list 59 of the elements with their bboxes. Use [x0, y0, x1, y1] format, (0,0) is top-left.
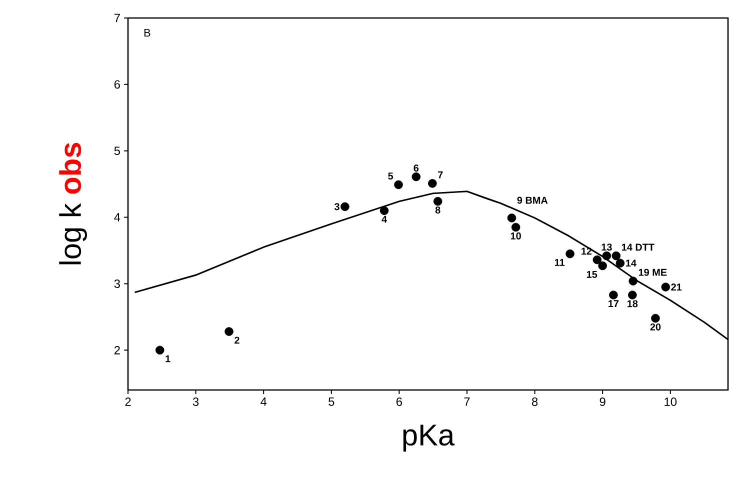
x-tick-label: 4 [260, 398, 267, 406]
annotation: 17 [608, 300, 619, 308]
point [155, 346, 164, 355]
point [380, 206, 389, 216]
annotation: 14 [626, 260, 636, 267]
point [612, 251, 621, 260]
annotation: 1 [166, 355, 170, 362]
point [592, 255, 602, 264]
x-tick-label: 6 [396, 398, 402, 406]
x-tick-label: 10 [664, 398, 677, 406]
annotation: B [144, 28, 150, 37]
annotation: 9 BMA [517, 196, 548, 204]
point [433, 196, 442, 206]
annotation: 7 [438, 171, 443, 178]
x-tick-label: 3 [192, 398, 199, 406]
y-tick-label: 3 [114, 279, 120, 288]
annotation: 5 [388, 172, 394, 180]
annotation: 4 [382, 216, 387, 223]
annotation: 15 [586, 270, 598, 278]
annotation: 8 [435, 206, 440, 214]
point [412, 172, 421, 182]
point [628, 290, 637, 300]
annotation: 14 DTT [622, 244, 654, 251]
x-tick-label: 2 [125, 398, 131, 406]
point [609, 290, 618, 300]
y-axis-title: log k obs [59, 142, 88, 264]
point [651, 314, 660, 323]
point [340, 202, 350, 212]
point [507, 214, 516, 222]
x-tick-label: 9 [600, 398, 606, 406]
point [628, 276, 638, 286]
annotation: 21 [671, 284, 682, 291]
annotation: 18 [628, 300, 638, 308]
y-tick-label: 7 [114, 14, 120, 22]
point [616, 258, 625, 268]
point [224, 327, 234, 336]
annotation: 2 [234, 336, 240, 344]
point [602, 251, 612, 260]
annotation: 11 [554, 258, 565, 266]
annotation: 19 ME [638, 268, 667, 276]
y-tick-label: 4 [114, 213, 120, 222]
point [394, 180, 403, 190]
point [661, 282, 670, 292]
point [428, 179, 437, 188]
x-tick-label: 7 [464, 398, 470, 406]
annotation: 13 [602, 244, 612, 251]
x-tick-label: 5 [328, 398, 334, 406]
point [566, 249, 574, 258]
annotation: 3 [334, 203, 340, 210]
x-axis-title: pKa [403, 424, 455, 452]
annotation: 10 [510, 232, 521, 240]
annotation: 6 [414, 164, 419, 172]
y-tick-label: 5 [114, 146, 120, 156]
point [598, 261, 607, 270]
annotation: 20 [650, 323, 661, 330]
point [511, 222, 520, 232]
x-tick-label: 8 [532, 398, 538, 406]
y-tick-label: 2 [114, 346, 120, 354]
y-tick-label: 6 [114, 80, 120, 89]
